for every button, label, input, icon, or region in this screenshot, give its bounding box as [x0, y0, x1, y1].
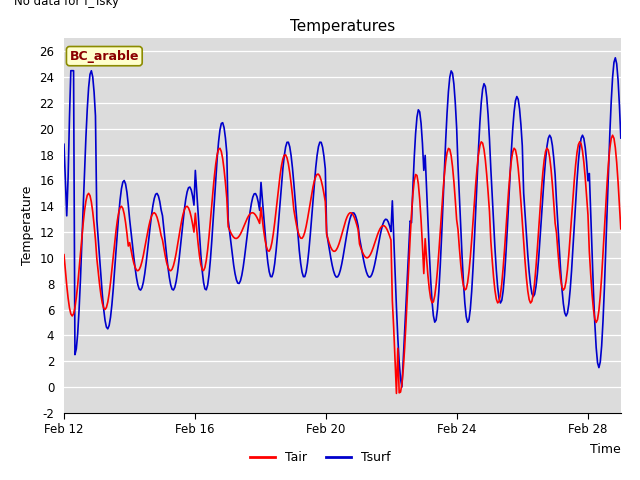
Y-axis label: Temperature: Temperature	[20, 186, 34, 265]
Legend: Tair, Tsurf: Tair, Tsurf	[245, 446, 395, 469]
Text: Time: Time	[590, 443, 621, 456]
Text: No data for f_Tsky: No data for f_Tsky	[14, 0, 119, 9]
Title: Temperatures: Temperatures	[290, 20, 395, 35]
Text: BC_arable: BC_arable	[70, 49, 139, 62]
